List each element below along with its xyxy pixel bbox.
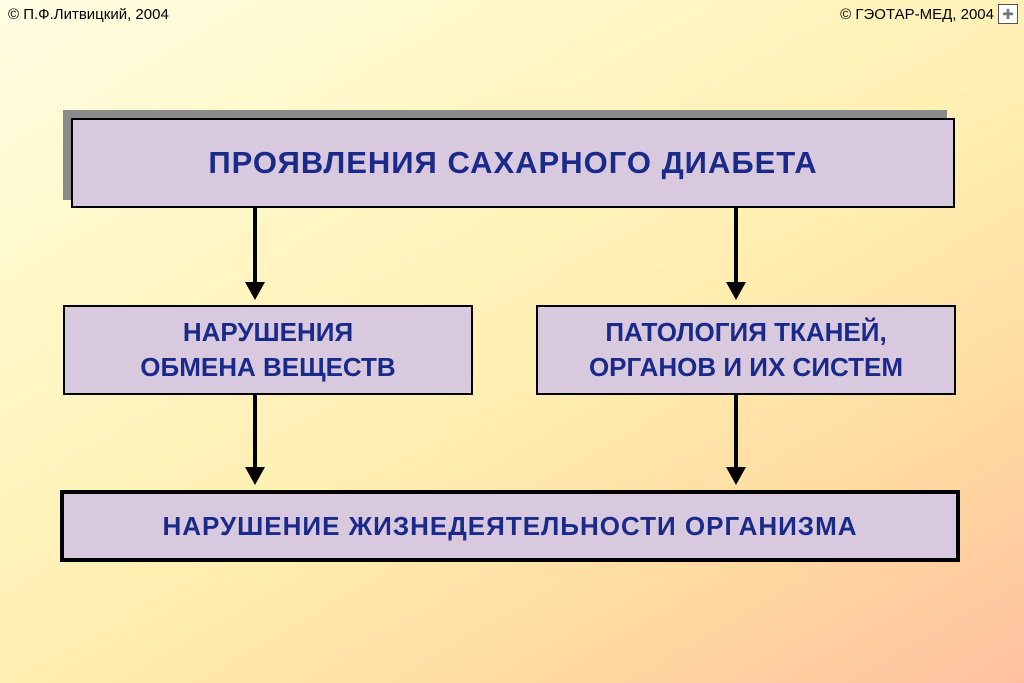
node-left: НАРУШЕНИЯ ОБМЕНА ВЕЩЕСТВ xyxy=(63,305,473,395)
credit-left: © П.Ф.Литвицкий, 2004 xyxy=(8,6,169,23)
credit-right: © ГЭОТАР-МЕД, 2004 xyxy=(840,6,994,23)
node-title: ПРОЯВЛЕНИЯ САХАРНОГО ДИАБЕТА xyxy=(71,118,955,208)
node-left-text: НАРУШЕНИЯ ОБМЕНА ВЕЩЕСТВ xyxy=(140,315,395,385)
node-right: ПАТОЛОГИЯ ТКАНЕЙ, ОРГАНОВ И ИХ СИСТЕМ xyxy=(536,305,956,395)
node-right-text: ПАТОЛОГИЯ ТКАНЕЙ, ОРГАНОВ И ИХ СИСТЕМ xyxy=(589,315,903,385)
slide: © П.Ф.Литвицкий, 2004 © ГЭОТАР-МЕД, 2004… xyxy=(0,0,1024,683)
node-bottom-text: НАРУШЕНИЕ ЖИЗНЕДЕЯТЕЛЬНОСТИ ОРГАНИЗМА xyxy=(162,511,857,542)
publisher-logo-icon xyxy=(998,4,1018,24)
node-title-text: ПРОЯВЛЕНИЯ САХАРНОГО ДИАБЕТА xyxy=(208,145,817,181)
node-bottom: НАРУШЕНИЕ ЖИЗНЕДЕЯТЕЛЬНОСТИ ОРГАНИЗМА xyxy=(60,490,960,562)
